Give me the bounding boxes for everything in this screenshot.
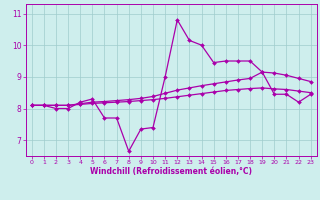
X-axis label: Windchill (Refroidissement éolien,°C): Windchill (Refroidissement éolien,°C) bbox=[90, 167, 252, 176]
